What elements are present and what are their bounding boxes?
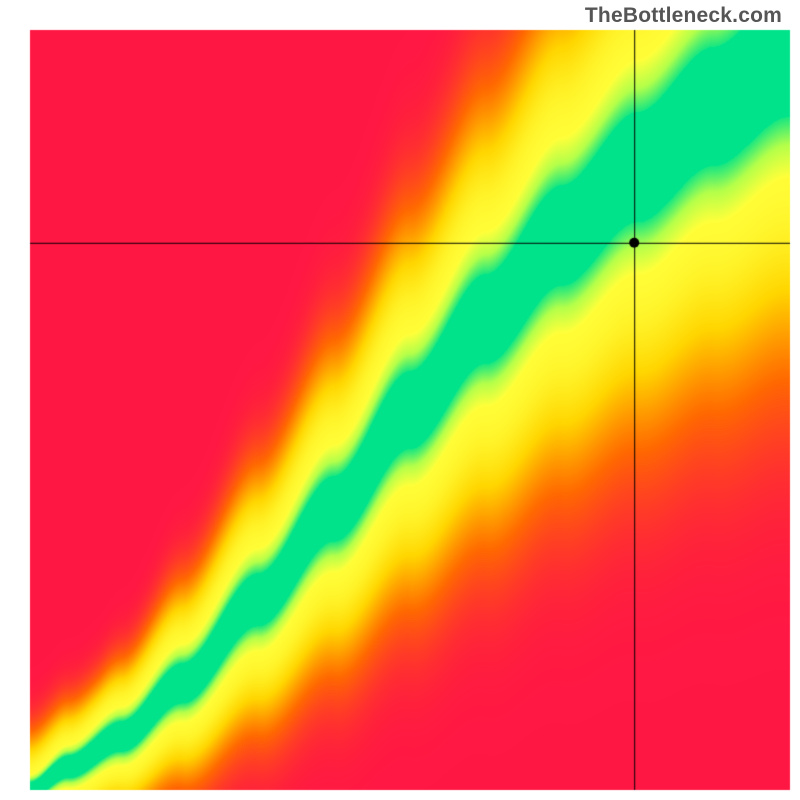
chart-container: TheBottleneck.com bbox=[0, 0, 800, 800]
watermark-text: TheBottleneck.com bbox=[585, 4, 782, 28]
bottleneck-heatmap bbox=[0, 0, 800, 800]
